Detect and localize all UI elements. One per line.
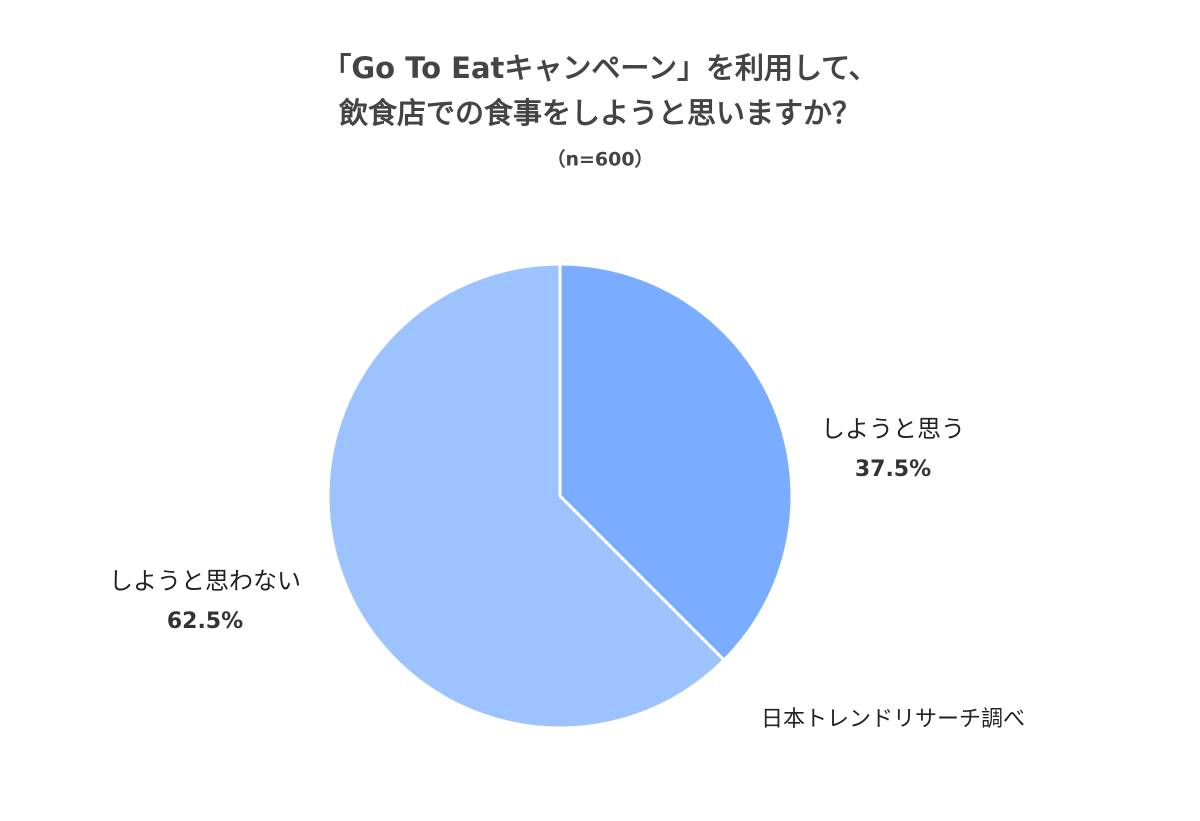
value-label: 62.5% [167,609,243,634]
chart-title: 「Go To Eatキャンペーン」を利用して、 [322,51,877,85]
category-label: しようと思う [821,415,965,443]
category-label: しようと思わない [109,567,301,595]
source-note: 日本トレンドリサーチ調べ [761,707,1025,732]
value-label: 37.5% [855,457,931,482]
chart-title: 飲食店での食事をしようと思いますか？ [339,96,861,130]
pie-slice [326,262,726,730]
pie-slice [558,262,794,662]
chart-subtitle: （n=600） [546,148,653,171]
